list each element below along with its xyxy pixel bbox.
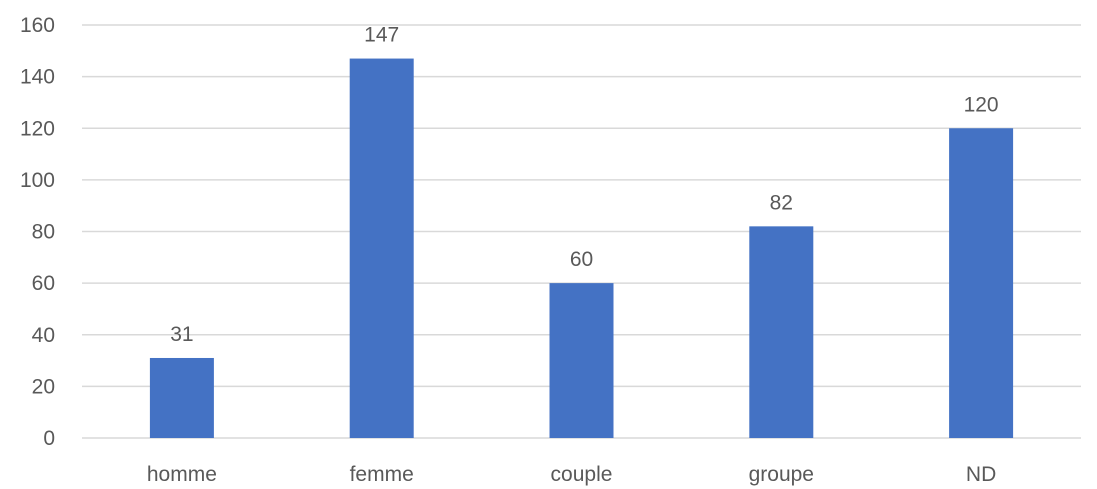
x-category-label: couple xyxy=(551,463,613,486)
y-tick-label: 140 xyxy=(20,66,55,89)
y-tick-label: 80 xyxy=(32,221,55,244)
x-category-label: groupe xyxy=(749,463,814,486)
bar-homme xyxy=(149,357,214,438)
y-tick-label: 40 xyxy=(32,324,55,347)
bar-couple xyxy=(549,283,614,438)
x-category-label: femme xyxy=(350,463,414,486)
bar-nd xyxy=(949,128,1014,438)
x-axis-category-labels: homme femme couple groupe ND xyxy=(147,463,996,486)
bar-femme xyxy=(349,58,414,439)
y-tick-label: 120 xyxy=(20,117,55,140)
data-label: 60 xyxy=(570,248,593,271)
y-axis-tick-labels: 0 20 40 60 80 100 120 140 160 xyxy=(20,14,55,450)
x-category-label: homme xyxy=(147,463,217,486)
grid-lines xyxy=(82,24,1081,439)
y-tick-label: 0 xyxy=(43,427,55,450)
data-label: 147 xyxy=(364,24,399,47)
y-tick-label: 100 xyxy=(20,169,55,192)
bar-groupe xyxy=(749,226,814,438)
data-labels: 31 147 60 82 120 xyxy=(170,24,998,346)
x-category-label: ND xyxy=(966,463,996,486)
bars xyxy=(149,58,1014,439)
data-label: 31 xyxy=(170,323,193,346)
y-tick-label: 20 xyxy=(32,375,55,398)
y-tick-label: 60 xyxy=(32,272,55,295)
y-tick-label: 160 xyxy=(20,14,55,37)
data-label: 120 xyxy=(964,93,999,116)
data-label: 82 xyxy=(770,191,793,214)
